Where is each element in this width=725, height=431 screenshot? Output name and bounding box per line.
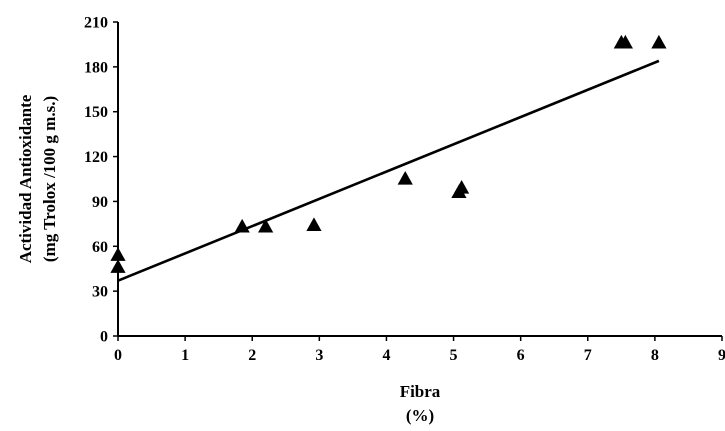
x-tick-label: 5	[450, 347, 458, 364]
x-tick-label: 2	[248, 347, 256, 364]
x-tick-label: 6	[517, 347, 525, 364]
data-point	[397, 171, 413, 185]
x-axis-unit: (%)	[406, 406, 434, 425]
x-tick-label: 3	[315, 347, 323, 364]
y-axis-title: Actividad Antioxidante	[16, 94, 35, 263]
y-tick-label: 60	[92, 239, 108, 256]
x-tick-label: 7	[584, 347, 592, 364]
data-point	[306, 217, 322, 231]
data-point	[617, 34, 633, 49]
data-point	[651, 34, 667, 49]
y-tick-label: 150	[84, 104, 108, 121]
y-tick-label: 30	[92, 284, 108, 301]
y-tick-label: 180	[84, 59, 108, 76]
x-tick-label: 0	[114, 347, 122, 364]
data-points	[110, 34, 667, 273]
data-point	[454, 179, 470, 194]
data-point	[234, 218, 250, 233]
trendline	[117, 59, 660, 282]
y-tick-label: 210	[84, 15, 108, 32]
data-point	[110, 259, 126, 273]
data-point	[110, 247, 126, 261]
x-axis: 0 1 2 3 4 5 6 7 8 9	[114, 335, 725, 364]
y-axis: 0 30 60 90 120 150 180 210	[84, 15, 119, 346]
y-tick-label: 90	[92, 194, 108, 211]
y-tick-label: 120	[84, 149, 108, 166]
y-ticks: 0 30 60 90 120 150 180 210	[84, 15, 118, 346]
x-tick-label: 4	[382, 347, 390, 364]
y-axis-unit: (mg Trolox /100 g m.s.)	[40, 96, 59, 262]
x-tick-label: 9	[718, 347, 725, 364]
x-axis-title: Fibra	[400, 382, 441, 401]
x-tick-label: 8	[651, 347, 659, 364]
x-tick-label: 1	[181, 347, 189, 364]
data-point	[258, 218, 274, 233]
y-tick-label: 0	[100, 329, 108, 346]
x-ticks: 0 1 2 3 4 5 6 7 8 9	[114, 336, 725, 364]
